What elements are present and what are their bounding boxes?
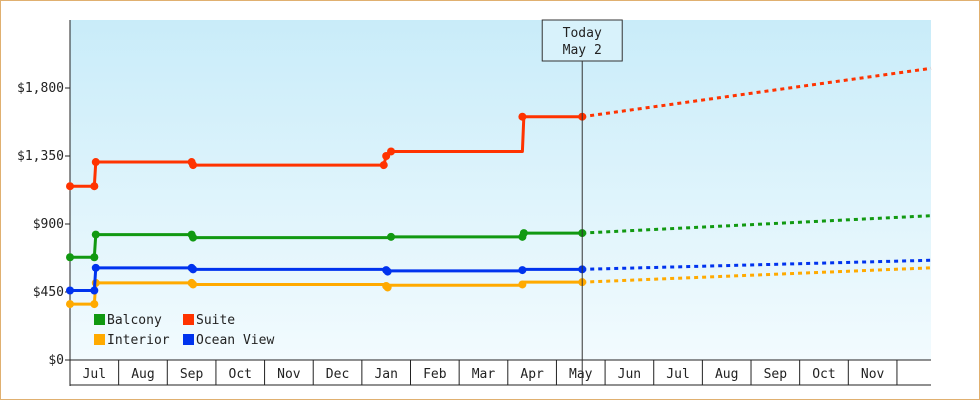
legend-label: Ocean View — [196, 333, 274, 348]
today-marker: Today May 2 — [541, 19, 623, 385]
month-label: Aug — [715, 367, 738, 382]
legend: Balcony Suite Interior Ocean View — [94, 313, 274, 348]
legend-swatch — [94, 334, 105, 345]
legend-item-suite: Suite — [183, 313, 235, 328]
data-point — [383, 267, 392, 276]
plot-area — [70, 20, 931, 360]
data-point — [91, 263, 100, 272]
data-point — [90, 182, 99, 191]
data-point — [66, 300, 74, 309]
data-point — [189, 233, 198, 242]
month-label: Jul — [666, 367, 689, 382]
legend-label: Suite — [196, 313, 235, 328]
data-point — [189, 161, 198, 170]
data-point — [189, 265, 198, 274]
y-tick-label: $0 — [48, 353, 64, 368]
x-axis: Jul Aug Sep Oct Nov Dec Jan Feb Mar Apr May Jun Jul A… — [70, 359, 931, 386]
month-label: Sep — [180, 367, 204, 382]
y-axis: $0 $450 $900 $1,350 $1,800 — [17, 20, 71, 386]
data-point — [518, 266, 527, 275]
legend-item-ocean-view: Ocean View — [183, 333, 274, 348]
month-label: Sep — [764, 367, 788, 382]
legend-item-interior: Interior — [94, 333, 170, 348]
y-tick-label: $1,350 — [17, 149, 64, 164]
data-point — [519, 229, 528, 238]
data-point — [387, 147, 396, 156]
today-label: Today — [563, 26, 602, 41]
legend-label: Interior — [107, 333, 170, 348]
y-tick-label: $900 — [33, 217, 64, 232]
data-point — [387, 232, 396, 241]
month-label: Mar — [472, 367, 496, 382]
data-point — [66, 182, 74, 191]
data-point — [91, 158, 100, 167]
data-point — [518, 112, 527, 121]
y-tick-label: $1,800 — [17, 81, 64, 96]
month-label: Jan — [374, 367, 397, 382]
today-box — [541, 19, 623, 62]
month-label: Feb — [423, 367, 447, 382]
data-point — [379, 161, 388, 170]
month-label: Nov — [277, 367, 301, 382]
series-suite — [66, 66, 932, 191]
forecast-line — [582, 266, 932, 284]
legend-swatch — [94, 314, 105, 325]
data-point — [66, 286, 74, 295]
month-label: Nov — [861, 367, 885, 382]
y-tick-label: $450 — [33, 285, 64, 300]
legend-swatch — [183, 334, 194, 345]
data-point — [189, 280, 198, 289]
data-point — [90, 286, 99, 295]
forecast-line — [582, 66, 932, 119]
month-label: Apr — [520, 367, 544, 382]
month-label: Oct — [229, 367, 252, 382]
data-point — [383, 283, 392, 292]
series-ocean-view — [66, 258, 932, 295]
forecast-line — [582, 214, 932, 235]
forecast-line — [582, 258, 932, 271]
series-balcony — [66, 214, 932, 262]
month-label: Jul — [83, 367, 106, 382]
legend-swatch — [183, 314, 194, 325]
data-point — [518, 280, 527, 289]
data-point — [90, 253, 99, 262]
legend-label: Balcony — [107, 313, 162, 328]
today-date: May 2 — [563, 43, 602, 58]
month-label: Aug — [131, 367, 154, 382]
month-label: May — [569, 367, 593, 382]
month-label: Jun — [618, 367, 641, 382]
month-label: Oct — [812, 367, 835, 382]
series-layer — [66, 66, 932, 309]
month-label: Dec — [326, 367, 349, 382]
data-point — [90, 300, 99, 309]
data-point — [66, 253, 74, 262]
legend-item-balcony: Balcony — [94, 313, 162, 328]
data-point — [91, 230, 100, 239]
